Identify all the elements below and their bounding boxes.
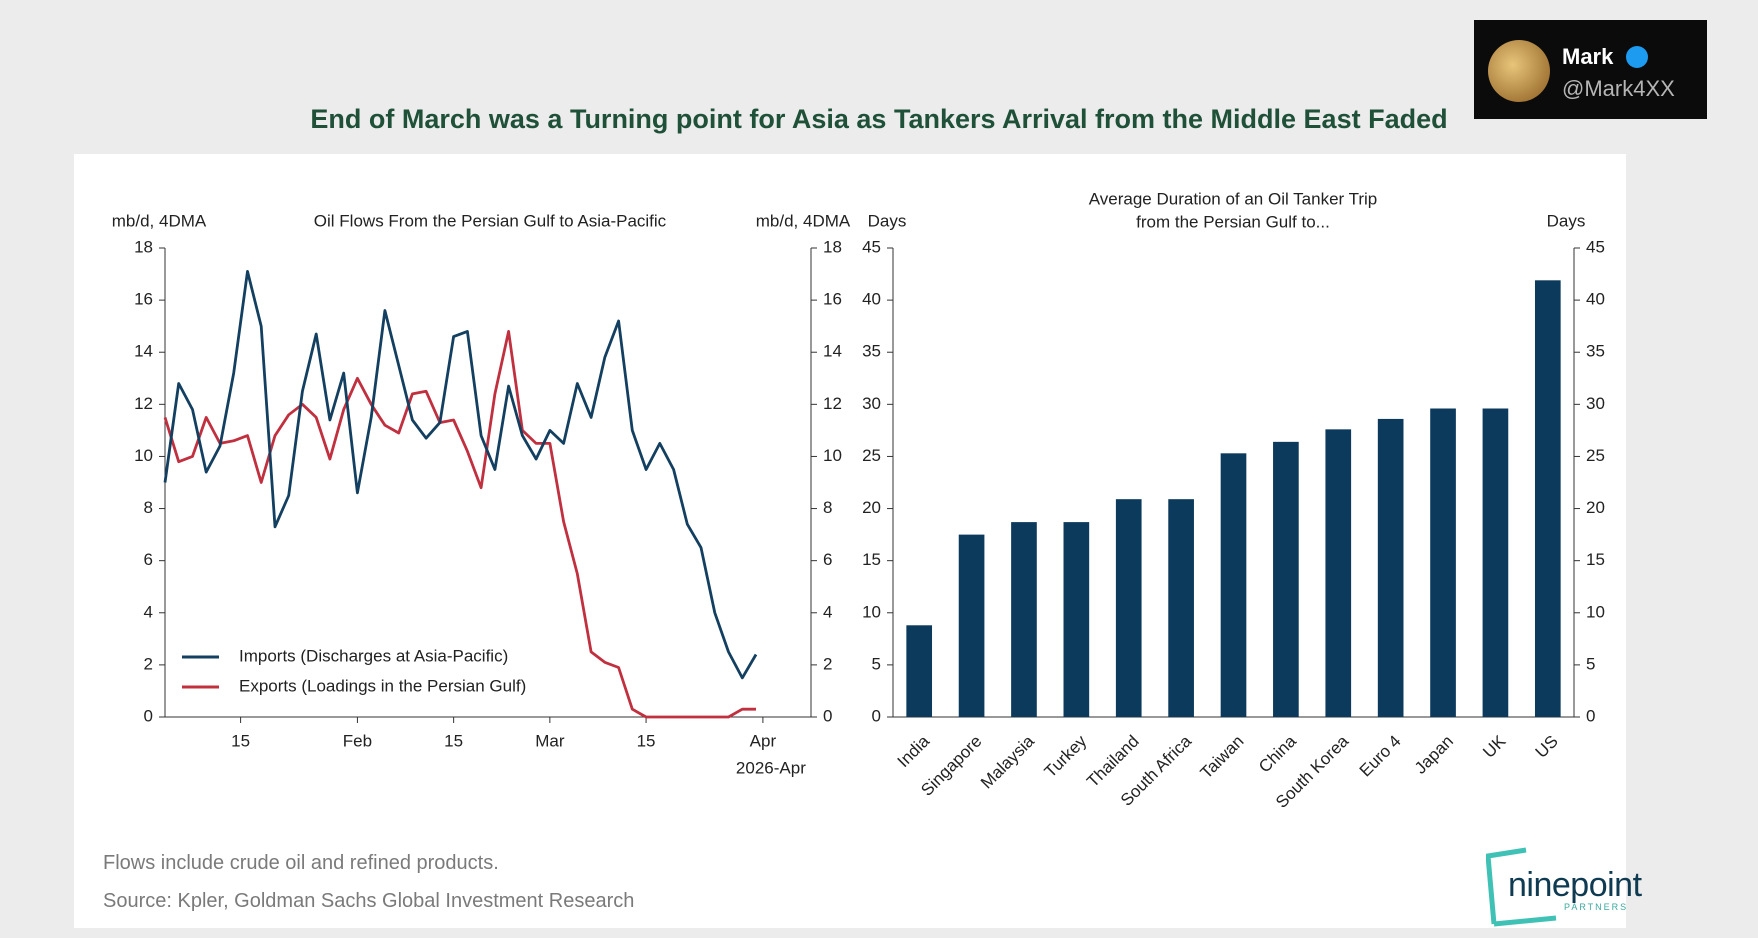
x-tick-label: 15 <box>637 731 656 750</box>
y-tick-label: 18 <box>134 237 153 256</box>
y-tick-label: 5 <box>872 654 881 673</box>
y2-tick-label: 12 <box>823 394 842 413</box>
y2-tick-label: 30 <box>1586 394 1605 413</box>
y2-tick-label: 8 <box>823 498 832 517</box>
x-tick-label: Feb <box>343 731 372 750</box>
y-tick-label: 20 <box>862 498 881 517</box>
footnote: Flows include crude oil and refined prod… <box>103 852 499 874</box>
bar <box>906 625 933 717</box>
x-tick-label: India <box>894 731 934 771</box>
y2-tick-label: 10 <box>1586 602 1605 621</box>
y2-tick-label: 5 <box>1586 654 1595 673</box>
x-tick-label: UK <box>1479 731 1510 762</box>
y2-axis-label: mb/d, 4DMA <box>756 211 851 230</box>
bar <box>1063 522 1090 717</box>
y-tick-label: 30 <box>862 394 881 413</box>
y-axis-label: Days <box>868 211 907 230</box>
y2-tick-label: 25 <box>1586 446 1605 465</box>
logo-tagline: PARTNERS <box>1564 902 1629 912</box>
x-tick-label: China <box>1255 731 1300 776</box>
y2-tick-label: 35 <box>1586 342 1605 361</box>
x-tick-label: Apr <box>750 731 777 750</box>
y2-tick-label: 18 <box>823 237 842 256</box>
y-tick-label: 45 <box>862 237 881 256</box>
x-tick-label: Malaysia <box>977 731 1038 792</box>
x-tick-label: Japan <box>1411 732 1457 778</box>
data-line <box>163 270 758 680</box>
chart-title: Average Duration of an Oil Tanker Trip <box>1089 189 1378 208</box>
user-overlay: Mark @Mark4XX <box>1474 20 1707 119</box>
bar <box>1325 429 1352 717</box>
y2-tick-label: 16 <box>823 290 842 309</box>
y-axis-label: mb/d, 4DMA <box>112 211 207 230</box>
y-tick-label: 25 <box>862 446 881 465</box>
x-tick-label: 15 <box>444 731 463 750</box>
y-tick-label: 35 <box>862 342 881 361</box>
bar <box>1534 280 1561 717</box>
y2-axis-label: Days <box>1547 211 1586 230</box>
y-tick-label: 12 <box>134 394 153 413</box>
y-tick-label: 10 <box>134 446 153 465</box>
legend-label: Exports (Loadings in the Persian Gulf) <box>239 676 526 695</box>
y-tick-label: 16 <box>134 290 153 309</box>
logo-name: ninepoint <box>1508 866 1642 904</box>
y2-tick-label: 40 <box>1586 290 1605 309</box>
logo-frame <box>1486 847 1557 927</box>
y-tick-label: 2 <box>144 654 153 673</box>
y2-tick-label: 14 <box>823 342 842 361</box>
y-tick-label: 0 <box>872 706 881 725</box>
y2-tick-label: 0 <box>823 706 832 725</box>
x-tick-label: Euro 4 <box>1356 732 1405 781</box>
chart-title: from the Persian Gulf to... <box>1136 212 1330 231</box>
y-tick-label: 15 <box>862 550 881 569</box>
bar <box>1220 453 1247 717</box>
logo: ninepoint PARTNERS <box>1486 846 1686 930</box>
data-line <box>163 330 756 719</box>
x-tick-label: Taiwan <box>1197 732 1248 783</box>
main-title: End of March was a Turning point for Asi… <box>310 104 1448 134</box>
bar <box>1273 441 1299 717</box>
bar <box>1115 499 1142 717</box>
legend-label: Imports (Discharges at Asia-Pacific) <box>239 646 508 665</box>
y2-tick-label: 15 <box>1586 550 1605 569</box>
user-name: Mark <box>1562 44 1614 69</box>
bar <box>958 534 985 717</box>
bar <box>1482 408 1509 717</box>
y-tick-label: 0 <box>144 706 153 725</box>
chart-panel <box>74 154 1626 928</box>
x-tick-label: US <box>1532 732 1562 762</box>
y2-tick-label: 10 <box>823 446 842 465</box>
bar <box>1430 408 1456 717</box>
x-tick-label: 15 <box>231 731 250 750</box>
y-tick-label: 4 <box>144 602 153 621</box>
y2-tick-label: 0 <box>1586 706 1595 725</box>
user-handle: @Mark4XX <box>1562 76 1675 101</box>
y-tick-label: 10 <box>862 602 881 621</box>
y-tick-label: 6 <box>144 550 153 569</box>
x-axis-label: 2026-Apr <box>736 758 806 777</box>
y-tick-label: 14 <box>134 342 153 361</box>
y2-tick-label: 20 <box>1586 498 1605 517</box>
bar <box>1168 499 1194 717</box>
y2-tick-label: 45 <box>1586 237 1605 256</box>
y2-tick-label: 2 <box>823 654 832 673</box>
x-tick-label: Turkey <box>1041 731 1091 781</box>
bar <box>1011 522 1037 717</box>
verified-badge <box>1626 46 1648 68</box>
bar <box>1377 418 1404 717</box>
y-tick-label: 8 <box>144 498 153 517</box>
y-tick-label: 40 <box>862 290 881 309</box>
x-tick-label: Mar <box>535 731 565 750</box>
y2-tick-label: 4 <box>823 602 832 621</box>
chart-title: Oil Flows From the Persian Gulf to Asia-… <box>314 211 667 230</box>
y2-tick-label: 6 <box>823 550 832 569</box>
avatar <box>1488 40 1550 102</box>
source-note: Source: Kpler, Goldman Sachs Global Inve… <box>103 890 635 912</box>
